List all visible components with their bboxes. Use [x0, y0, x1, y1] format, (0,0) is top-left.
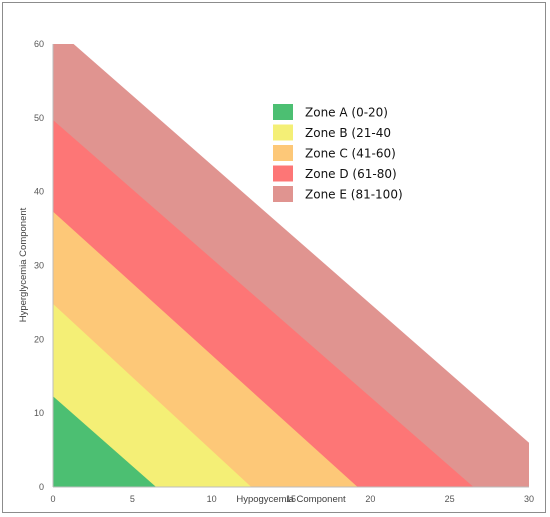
y-tick-labels: 0 10 20 30 40 50 60: [34, 39, 44, 492]
x-tick-label: 5: [130, 494, 135, 504]
legend-swatch: [273, 124, 293, 141]
x-tick-label: 25: [445, 494, 455, 504]
legend-swatch: [273, 145, 293, 161]
x-tick-label: 15: [286, 494, 296, 504]
legend-label: Zone E (81-100): [305, 188, 403, 202]
legend-swatch: [273, 104, 293, 120]
y-tick-label: 50: [34, 113, 44, 123]
legend: Zone A (0-20) Zone B (21-40 Zone C (41-60)…: [273, 104, 403, 202]
legend-swatch: [273, 186, 293, 202]
x-tick-labels: 0 5 10 15 20 25 30: [50, 494, 534, 504]
y-tick-label: 10: [34, 408, 44, 418]
zone-areas: [53, 44, 529, 487]
x-tick-label: 10: [207, 494, 217, 504]
x-tick-label: 30: [524, 494, 534, 504]
y-tick-label: 30: [34, 261, 44, 271]
legend-label: Zone A (0-20): [305, 106, 388, 120]
legend-label: Zone C (41-60): [305, 147, 396, 161]
x-tick-label: 0: [50, 494, 55, 504]
y-tick-label: 40: [34, 187, 44, 197]
y-tick-label: 60: [34, 39, 44, 49]
legend-label: Zone B (21-40: [305, 126, 391, 140]
y-tick-label: 0: [39, 482, 44, 492]
y-tick-label: 20: [34, 334, 44, 344]
legend-label: Zone D (61-80): [305, 167, 397, 181]
legend-swatch: [273, 165, 293, 182]
x-axis-title: Hypogycemia Component: [236, 494, 346, 505]
y-axis-title: Hyperglycemia Component: [18, 207, 29, 322]
zone-area-a: [53, 396, 157, 487]
x-tick-label: 20: [365, 494, 375, 504]
axes: [52, 44, 529, 488]
